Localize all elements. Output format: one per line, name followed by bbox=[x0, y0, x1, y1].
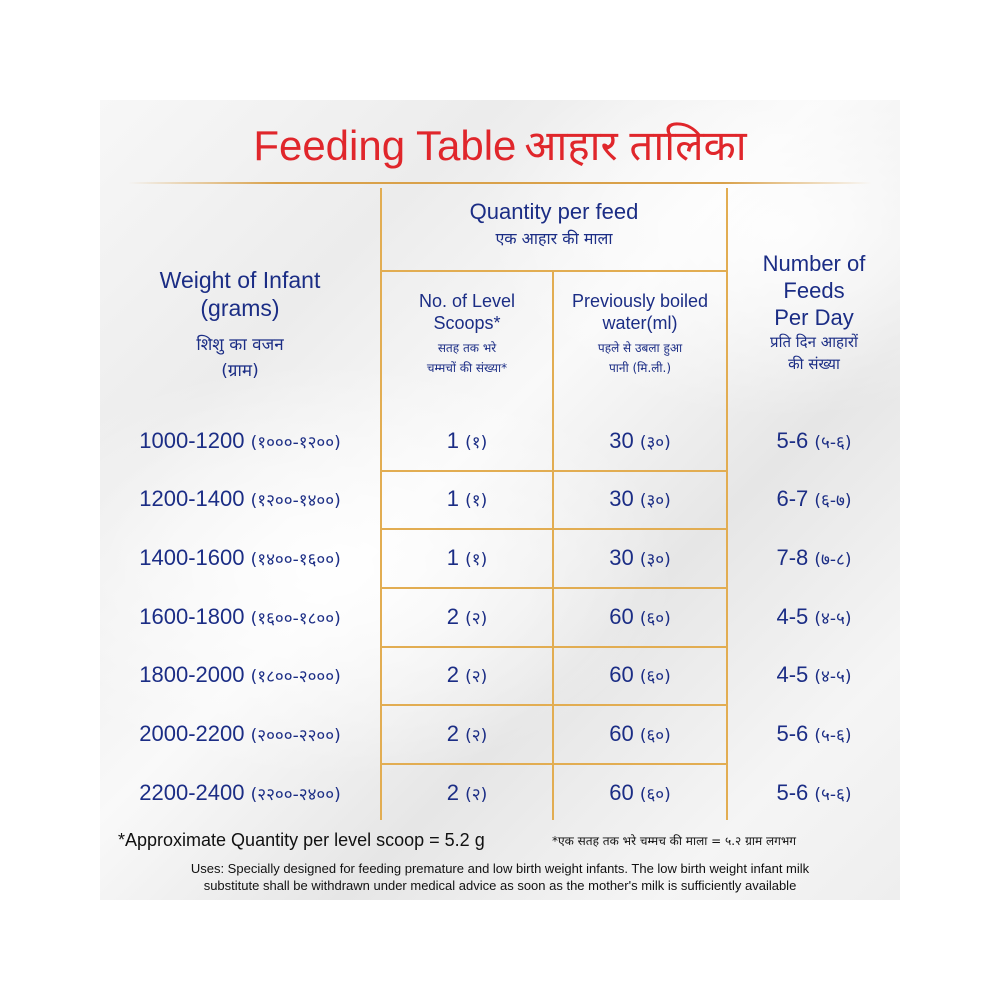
header-weight-label-hindi: शिशु का वजन bbox=[196, 335, 284, 355]
scoops-cell: 2 (२) bbox=[446, 780, 488, 805]
header-feeds-label: Number of bbox=[762, 251, 866, 276]
scoops-cell: 1 (१) bbox=[446, 428, 488, 453]
header-scoops-label-2: Scoops* bbox=[433, 313, 501, 333]
feeds-cell: 4-5 (४-५) bbox=[776, 662, 852, 687]
water-cell: 30 (३०) bbox=[609, 486, 671, 511]
header-water-label-hindi: पहले से उबला हुआ bbox=[597, 341, 683, 355]
scoops-cell: 1 (१) bbox=[446, 545, 488, 570]
page-title: Feeding Table आहार तालिका bbox=[100, 116, 900, 173]
water-cell: 60 (६०) bbox=[609, 721, 671, 746]
row-divider bbox=[380, 704, 728, 706]
header-water-unit: water(ml) bbox=[602, 313, 678, 333]
header-scoops: No. of Level Scoops* सतह तक भरे चम्मचों … bbox=[382, 290, 552, 378]
background-swirl bbox=[100, 360, 680, 780]
scoops-cell: 2 (२) bbox=[446, 721, 488, 746]
title-underline bbox=[128, 182, 872, 184]
header-quantity-label-hindi: एक आहार की माला bbox=[495, 229, 613, 248]
feeds-cell: 4-5 (४-५) bbox=[776, 604, 852, 629]
footnote-hindi: *एक सतह तक भरे चम्मच की माला = ५.२ ग्राम… bbox=[552, 834, 797, 848]
header-feeds: Number of Feeds Per Day प्रति दिन आहारों… bbox=[728, 250, 900, 375]
column-divider bbox=[552, 270, 554, 820]
uses-note-line-1: Uses: Specially designed for feeding pre… bbox=[190, 861, 810, 876]
title-english: Feeding Table bbox=[253, 122, 517, 169]
header-quantity-label: Quantity per feed bbox=[469, 199, 639, 224]
header-weight-unit: (grams) bbox=[200, 295, 280, 321]
row-divider bbox=[380, 587, 728, 589]
row-divider bbox=[380, 646, 728, 648]
feeds-cell: 5-6 (५-६) bbox=[776, 428, 852, 453]
weight-cell: 1000-1200 (१०००-१२००) bbox=[139, 428, 341, 453]
header-feeds-label-2: Feeds bbox=[783, 278, 845, 303]
feeds-cell: 5-6 (५-६) bbox=[776, 721, 852, 746]
feeds-cell: 7-8 (७-८) bbox=[776, 545, 852, 570]
header-feeds-label-hindi-2: की संख्या bbox=[788, 355, 840, 373]
header-scoops-label-hindi-2: चम्मचों की संख्या* bbox=[426, 361, 508, 375]
header-scoops-label: No. of Level bbox=[418, 291, 516, 311]
header-subdivider bbox=[380, 270, 728, 272]
header-water: Previously boiled water(ml) पहले से उबला… bbox=[554, 290, 726, 378]
feeding-table-panel: Feeding Table आहार तालिका Weight of Infan… bbox=[100, 100, 900, 900]
header-water-label: Previously boiled bbox=[571, 291, 709, 311]
scoops-cell: 2 (२) bbox=[446, 662, 488, 687]
weight-cell: 1800-2000 (१८००-२०००) bbox=[139, 662, 341, 687]
row-divider bbox=[380, 763, 728, 765]
title-hindi: आहार तालिका bbox=[524, 122, 747, 169]
weight-cell: 1200-1400 (१२००-१४००) bbox=[139, 486, 341, 511]
scoops-cell: 1 (१) bbox=[446, 486, 488, 511]
scoops-cell: 2 (२) bbox=[446, 604, 488, 629]
water-cell: 60 (६०) bbox=[609, 662, 671, 687]
header-weight-label: Weight of Infant bbox=[159, 267, 321, 293]
uses-note-line-2: substitute shall be withdrawn under medi… bbox=[203, 878, 797, 893]
header-quantity: Quantity per feed एक आहार की माला bbox=[382, 198, 726, 252]
header-weight: Weight of Infant (grams) शिशु का वजन (ग्… bbox=[100, 266, 380, 384]
column-divider bbox=[380, 188, 382, 820]
column-divider bbox=[726, 188, 728, 820]
weight-cell: 2200-2400 (२२००-२४००) bbox=[139, 780, 341, 805]
water-cell: 30 (३०) bbox=[609, 428, 671, 453]
header-weight-unit-hindi: (ग्राम) bbox=[221, 361, 259, 381]
footnote-english: *Approximate Quantity per level scoop = … bbox=[118, 830, 485, 850]
feeds-cell: 5-6 (५-६) bbox=[776, 780, 852, 805]
water-cell: 60 (६०) bbox=[609, 604, 671, 629]
weight-cell: 2000-2200 (२०००-२२००) bbox=[139, 721, 341, 746]
row-divider bbox=[380, 470, 728, 472]
weight-cell: 1600-1800 (१६००-१८००) bbox=[139, 604, 341, 629]
row-divider bbox=[380, 528, 728, 530]
header-water-unit-hindi: पानी (मि.ली.) bbox=[608, 361, 672, 375]
water-cell: 60 (६०) bbox=[609, 780, 671, 805]
weight-cell: 1400-1600 (१४००-१६००) bbox=[139, 545, 341, 570]
header-feeds-label-hindi: प्रति दिन आहारों bbox=[770, 333, 858, 351]
water-cell: 30 (३०) bbox=[609, 545, 671, 570]
header-feeds-label-3: Per Day bbox=[774, 305, 854, 330]
feeds-cell: 6-7 (६-७) bbox=[776, 486, 852, 511]
header-scoops-label-hindi: सतह तक भरे bbox=[437, 341, 497, 355]
